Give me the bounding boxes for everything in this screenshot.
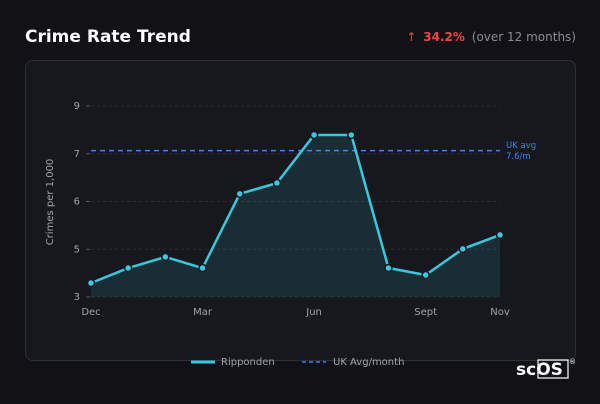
data-point <box>123 263 133 273</box>
logo: scOS <box>516 360 563 380</box>
change-period: (over 12 months) <box>472 30 576 44</box>
y-tick-label: 5 <box>74 244 80 255</box>
x-tick-label: Mar <box>193 307 213 318</box>
logo-prefix: sc <box>516 360 536 380</box>
change-value: 34.2% <box>423 30 465 44</box>
y-axis-title: Crimes per 1,000 <box>45 159 56 246</box>
change-summary: ↑ 34.2% (over 12 months) <box>406 30 576 44</box>
x-tick-label: Nov <box>490 307 510 318</box>
logo-boxed: OS <box>536 360 563 380</box>
data-point <box>421 270 430 280</box>
logo-box <box>537 359 569 379</box>
y-tick-label: 6 <box>74 197 80 208</box>
chart-title: Crime Rate Trend <box>25 27 191 47</box>
data-point <box>235 189 244 199</box>
data-point <box>86 278 96 288</box>
legend-label: Ripponden <box>221 357 275 368</box>
x-tick-label: Jun <box>305 307 322 318</box>
legend-label: UK Avg/month <box>333 357 404 368</box>
y-tick-label: 9 <box>74 101 80 112</box>
change-arrow: ↑ <box>406 30 416 44</box>
y-tick-label: 3 <box>74 292 80 303</box>
x-tick-label: Sept <box>414 307 437 318</box>
logo-mark: ® <box>569 358 576 366</box>
card <box>25 60 576 361</box>
data-point <box>161 252 170 262</box>
data-point <box>458 244 468 254</box>
data-point <box>347 130 356 140</box>
data-point <box>198 263 207 273</box>
series-line <box>90 133 501 285</box>
series-area <box>91 134 500 297</box>
data-point <box>309 130 319 140</box>
x-tick-label: Dec <box>81 307 100 318</box>
data-point <box>384 263 393 273</box>
y-tick-label: 7 <box>74 149 80 160</box>
data-point <box>495 230 505 240</box>
reference-value-label: 7.6/m <box>506 152 531 162</box>
reference-label: UK avg <box>506 141 536 151</box>
data-point <box>272 178 282 188</box>
